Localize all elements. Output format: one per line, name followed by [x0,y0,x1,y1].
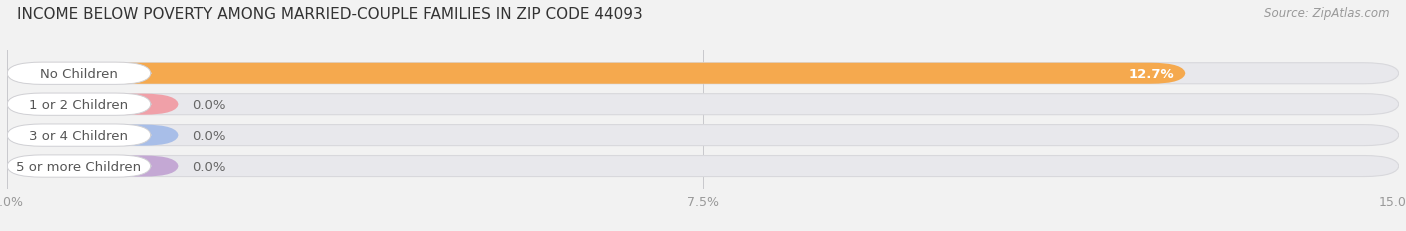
FancyBboxPatch shape [7,94,1399,115]
Text: 5 or more Children: 5 or more Children [17,160,142,173]
FancyBboxPatch shape [7,63,150,85]
FancyBboxPatch shape [7,64,1399,84]
FancyBboxPatch shape [7,94,150,116]
FancyBboxPatch shape [7,125,1399,146]
FancyBboxPatch shape [7,156,179,177]
FancyBboxPatch shape [7,125,150,147]
FancyBboxPatch shape [7,64,1185,84]
FancyBboxPatch shape [7,125,179,146]
Text: Source: ZipAtlas.com: Source: ZipAtlas.com [1264,7,1389,20]
Text: 1 or 2 Children: 1 or 2 Children [30,98,128,111]
Text: No Children: No Children [39,67,118,80]
FancyBboxPatch shape [7,94,179,115]
FancyBboxPatch shape [7,155,150,177]
Text: 12.7%: 12.7% [1129,67,1174,80]
Text: 3 or 4 Children: 3 or 4 Children [30,129,128,142]
Text: 0.0%: 0.0% [193,129,226,142]
Text: INCOME BELOW POVERTY AMONG MARRIED-COUPLE FAMILIES IN ZIP CODE 44093: INCOME BELOW POVERTY AMONG MARRIED-COUPL… [17,7,643,22]
FancyBboxPatch shape [7,156,1399,177]
Text: 0.0%: 0.0% [193,98,226,111]
Text: 0.0%: 0.0% [193,160,226,173]
